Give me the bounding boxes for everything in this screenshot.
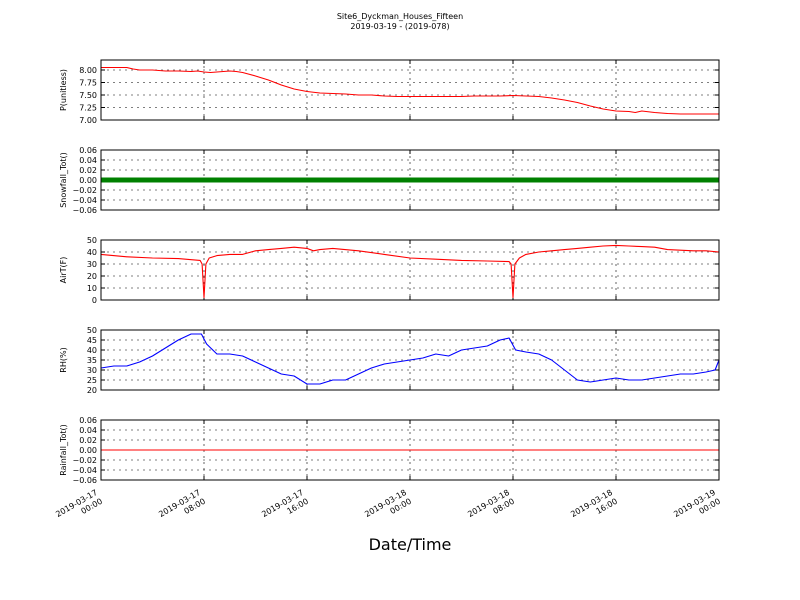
- y-tick-label: 0.06: [79, 416, 97, 425]
- y-tick-label: −0.06: [72, 476, 97, 485]
- axes-frame: [100, 149, 720, 211]
- y-tick-label: 0.00: [79, 176, 97, 185]
- series-line: [101, 66, 719, 115]
- y-tick-label: 7.00: [79, 116, 97, 125]
- series-line: [100, 333, 720, 385]
- y-axis-label: RH(%): [59, 347, 68, 372]
- y-tick-label: 7.50: [79, 91, 97, 100]
- y-tick-label: 0.00: [79, 446, 97, 455]
- y-tick-label: 35: [87, 356, 97, 365]
- panel-5: −0.06−0.04−0.020.000.020.040.06 Rainfall_…: [59, 416, 720, 485]
- y-tick-label: −0.04: [72, 466, 97, 475]
- y-tick-label: 0.04: [79, 426, 97, 435]
- y-tick-label: 20: [87, 386, 97, 395]
- y-tick-label: −0.04: [72, 196, 97, 205]
- y-tick-label: 7.75: [79, 79, 97, 88]
- y-tick-label: 10: [87, 284, 97, 293]
- y-tick-label: 40: [87, 346, 97, 355]
- y-tick-label: 50: [87, 326, 97, 335]
- axes-frame: [100, 59, 720, 121]
- y-tick-label: 20: [87, 272, 97, 281]
- panel-2: −0.06−0.04−0.020.000.020.040.06 Snowfall_…: [59, 146, 720, 215]
- panel-3: 0 10 20 30 40 50 AirT(F): [59, 236, 720, 305]
- y-axis-label: AirT(F): [59, 257, 68, 284]
- y-tick-label: −0.02: [72, 186, 97, 195]
- y-tick-label: 30: [87, 366, 97, 375]
- y-axis-label: Rainfall_Tot(): [59, 424, 68, 476]
- chart-title: Site6_Dyckman_Houses_Fifteen: [337, 12, 463, 21]
- chart-subtitle: 2019-03-19 - (2019-078): [350, 22, 449, 31]
- y-tick-label: 0.04: [79, 156, 97, 165]
- y-axis-label: P(unitless): [59, 69, 68, 111]
- y-tick-label: 0: [92, 296, 97, 305]
- y-tick-label: 7.25: [79, 104, 97, 113]
- y-tick-label: 0.06: [79, 146, 97, 155]
- panels-group: 7.007.257.507.758.00P(unitless)−0.06−0.0…: [59, 59, 720, 485]
- x-axis-label: Date/Time: [369, 535, 452, 554]
- axes-frame: [100, 329, 720, 391]
- y-tick-label: 8.00: [79, 66, 97, 75]
- y-tick-label: 45: [87, 336, 97, 345]
- axes-frame: [100, 239, 720, 301]
- y-tick-label: −0.02: [72, 456, 97, 465]
- y-tick-label: 30: [87, 260, 97, 269]
- y-tick-label: −0.06: [72, 206, 97, 215]
- y-tick-label: 25: [87, 376, 97, 385]
- panel-1: 7.00 7.25 7.50 7.75 8.00 P(unitless): [59, 59, 720, 125]
- y-tick-label: 0.02: [79, 436, 97, 445]
- series-line: [100, 244, 720, 299]
- y-tick-label: 40: [87, 248, 97, 257]
- y-tick-label: 0.02: [79, 166, 97, 175]
- axes-frame: [100, 419, 720, 481]
- y-axis-label: Snowfall_Tot(): [59, 152, 68, 208]
- y-tick-label: 50: [87, 236, 97, 245]
